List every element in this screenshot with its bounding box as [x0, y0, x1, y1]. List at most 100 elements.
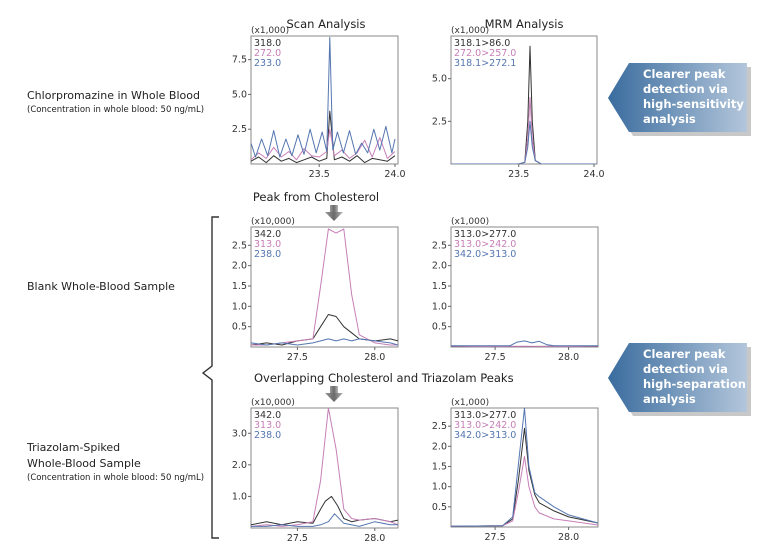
legend-entry: 318.1>86.0 — [454, 38, 510, 49]
chart-blank-mrm: (x1,000) 0.5 1.0 1.5 2.0 2.5 27.5 28.0 313.0>277… — [432, 217, 599, 363]
callout-line: analysis — [643, 392, 696, 406]
arrow-down-icon — [325, 205, 343, 221]
column-title-scan: Scan Analysis — [287, 17, 366, 31]
legend-entry: 342.0 — [254, 410, 281, 421]
callout-line: Clearer peak — [643, 67, 726, 81]
callout-line: high-sensitivity — [643, 97, 744, 111]
chart-triazolam-scan: (x10,000) 1.0 2.0 3.0 27.5 28.0 342.0313.0238.… — [232, 398, 399, 544]
series-line-313.0>277.0 — [451, 427, 598, 527]
series-line-313.0 — [251, 228, 398, 346]
y-tick-label: 0.5 — [232, 322, 247, 333]
callout-line: detection via — [643, 362, 728, 376]
y-tick-label: 5.0 — [232, 89, 247, 100]
legend-entry: 313.0>277.0 — [454, 410, 516, 421]
series-line-313.0>242.0 — [451, 455, 598, 527]
row-title: Chlorpromazine in Whole Blood — [27, 89, 200, 102]
plot-frame — [450, 35, 598, 165]
legend-entry: 342.0 — [254, 229, 281, 240]
y-multiplier-label: (x10,000) — [251, 398, 295, 408]
y-tick-label: 1.0 — [232, 491, 247, 502]
section-title-cholesterol: Peak from Cholesterol — [253, 190, 379, 204]
series-line-318.0 — [251, 110, 396, 164]
series-line-318.1>272.1 — [451, 120, 597, 164]
callout-line: analysis — [643, 112, 696, 126]
y-tick-label: 1.5 — [432, 461, 447, 472]
arrow-down-icon — [325, 386, 343, 402]
legend-entry: 313.0 — [254, 239, 281, 250]
series-line-342.0>313.0 — [451, 340, 598, 347]
callout-high-separation — [608, 343, 751, 416]
y-multiplier-label: (x10,000) — [251, 217, 295, 227]
row-label-triazolam: Triazolam-Spiked Whole-Blood Sample (Con… — [27, 440, 204, 484]
y-multiplier-label: (x1,000) — [451, 26, 489, 36]
legend-entry: 238.0 — [254, 430, 281, 441]
y-tick-label: 1.0 — [432, 301, 447, 312]
y-tick-label: 2.5 — [432, 240, 447, 251]
x-tick-label: 28.0 — [364, 533, 385, 544]
y-tick-label: 1.0 — [432, 482, 447, 493]
y-tick-label: 0.5 — [432, 322, 447, 333]
x-tick-label: 27.5 — [287, 352, 308, 363]
legend-entry: 342.0>313.0 — [454, 249, 516, 260]
y-tick-label: 1.0 — [232, 301, 247, 312]
y-tick-label: 2.0 — [232, 460, 247, 471]
y-multiplier-label: (x1,000) — [451, 217, 489, 227]
callout-text-high-sensitivity: Clearer peak detection via high-sensitiv… — [643, 67, 744, 127]
callout-high-sensitivity — [608, 63, 751, 136]
chart-blank-scan: (x10,000) 0.5 1.0 1.5 2.0 2.5 27.5 28.0 342.0313… — [232, 217, 399, 363]
plot-frame — [250, 407, 399, 529]
x-tick-label: 23.5 — [309, 169, 330, 180]
legend-entry: 272.0>257.0 — [454, 48, 516, 59]
y-multiplier-label: (x1,000) — [451, 398, 489, 408]
callout-line: Clearer peak — [643, 347, 726, 361]
legend-entry: 313.0>242.0 — [454, 239, 516, 250]
series-line-238.0 — [251, 513, 398, 527]
series-line-313.0 — [251, 407, 398, 527]
series-line-342.0>313.0 — [451, 407, 598, 527]
x-tick-label: 24.0 — [583, 169, 604, 180]
series-line-233.0 — [251, 36, 396, 158]
legend-entry: 318.0 — [254, 38, 281, 49]
y-tick-label: 1.5 — [232, 281, 247, 292]
row-subtitle: (Concentration in whole blood: 50 ng/mL) — [27, 105, 205, 115]
x-tick-label: 24.0 — [384, 169, 405, 180]
chart-triazolam-mrm: (x1,000) 0.5 1.0 1.5 2.0 2.5 27.5 28.0 313.0>277… — [432, 398, 599, 543]
y-tick-label: 1.5 — [432, 281, 447, 292]
legend-entry: 313.0 — [254, 420, 281, 431]
y-tick-label: 2.0 — [432, 441, 447, 452]
legend-entry: 342.0>313.0 — [454, 430, 516, 441]
y-tick-label: 2.5 — [432, 116, 447, 127]
y-tick-label: 2.5 — [432, 421, 447, 432]
callout-text-high-separation: Clearer peak detection via high-separati… — [643, 347, 746, 407]
y-tick-label: 2.5 — [232, 124, 247, 135]
legend-entry: 238.0 — [254, 249, 281, 260]
x-tick-label: 27.5 — [485, 532, 506, 543]
series-line-238.0 — [251, 338, 398, 346]
legend-entry: 272.0 — [254, 48, 281, 59]
row-subtitle: (Concentration in whole blood: 50 ng/mL) — [27, 473, 205, 483]
x-tick-label: 27.5 — [485, 352, 506, 363]
x-tick-label: 23.5 — [508, 169, 529, 180]
x-tick-label: 28.0 — [558, 532, 579, 543]
callout-line: detection via — [643, 82, 728, 96]
row-title-line-2: Whole-Blood Sample — [27, 457, 141, 470]
row-title-line-1: Triazolam-Spiked — [27, 441, 121, 454]
plot-frame — [250, 226, 399, 348]
y-tick-label: 2.0 — [432, 261, 447, 272]
row-title: Blank Whole-Blood Sample — [27, 280, 175, 293]
legend-entry: 313.0>242.0 — [454, 420, 516, 431]
column-title-mrm: MRM Analysis — [485, 17, 564, 31]
y-tick-label: 7.5 — [232, 55, 247, 66]
group-brace — [201, 216, 219, 539]
plot-frame — [450, 226, 599, 348]
row-label-chlorpromazine: Chlorpromazine in Whole Blood (Concentra… — [27, 88, 204, 116]
x-tick-label: 28.0 — [558, 352, 579, 363]
legend-entry: 233.0 — [254, 58, 281, 69]
x-tick-label: 27.5 — [287, 533, 308, 544]
y-tick-label: 2.5 — [232, 240, 247, 251]
y-multiplier-label: (x1,000) — [251, 26, 289, 36]
y-tick-label: 5.0 — [432, 74, 447, 85]
legend-entry: 318.1>272.1 — [454, 58, 516, 69]
